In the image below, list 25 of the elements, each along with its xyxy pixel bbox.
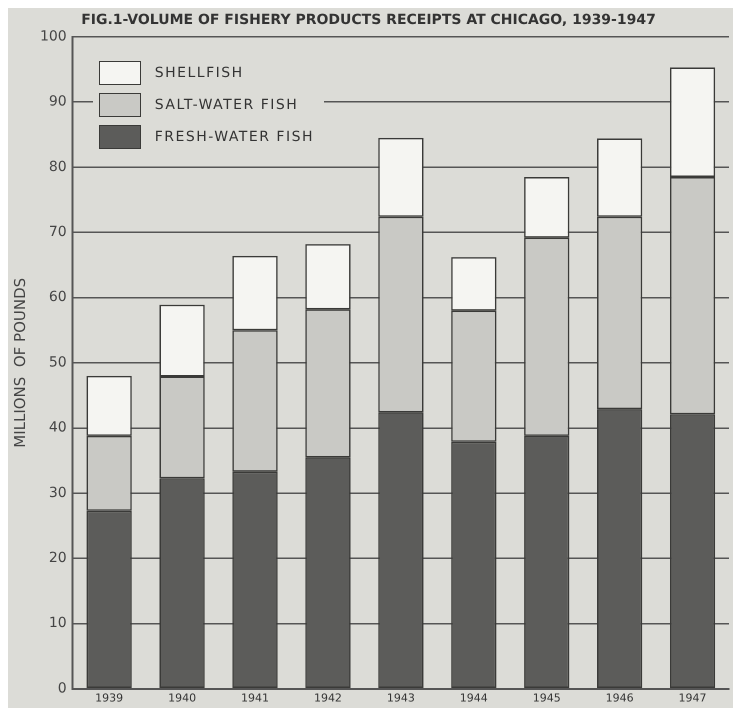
x-tick-label: 1947	[678, 691, 707, 704]
x-tick-label: 1943	[386, 691, 415, 704]
chart-title: FIG.1-VOLUME OF FISHERY PRODUCTS RECEIPTS AT CHICAGO, 1939-1947	[81, 12, 656, 28]
x-tick-label: 1944	[460, 691, 488, 704]
y-tick-label: 20	[48, 550, 67, 566]
y-tick-label: 40	[48, 420, 67, 436]
y-tick-label: 60	[48, 289, 67, 306]
y-tick-label: 80	[48, 158, 67, 175]
y-tick-label: 90	[48, 94, 67, 110]
y-tick-label: 10	[48, 615, 67, 632]
legend-label: SALT-WATER FISH	[154, 96, 298, 113]
y-axis-title: MILLIONS OF POUNDS	[10, 278, 29, 448]
y-tick-label: 50	[48, 354, 67, 370]
legend-label: FRESH-WATER FISH	[154, 128, 314, 145]
x-tick-label: 1941	[241, 691, 270, 704]
x-tick-label: 1940	[168, 691, 196, 704]
x-tick-label: 1939	[95, 691, 124, 704]
x-tick-label: 1945	[532, 691, 561, 704]
x-tick-label: 1942	[314, 691, 342, 704]
legend-label: SHELLFISH	[154, 64, 244, 81]
x-tick-label: 1946	[606, 691, 634, 704]
y-tick-label: 30	[48, 484, 67, 501]
y-tick-label: 70	[48, 224, 67, 240]
y-tick-label: 100	[40, 28, 67, 44]
y-tick-label: 0	[58, 680, 67, 696]
